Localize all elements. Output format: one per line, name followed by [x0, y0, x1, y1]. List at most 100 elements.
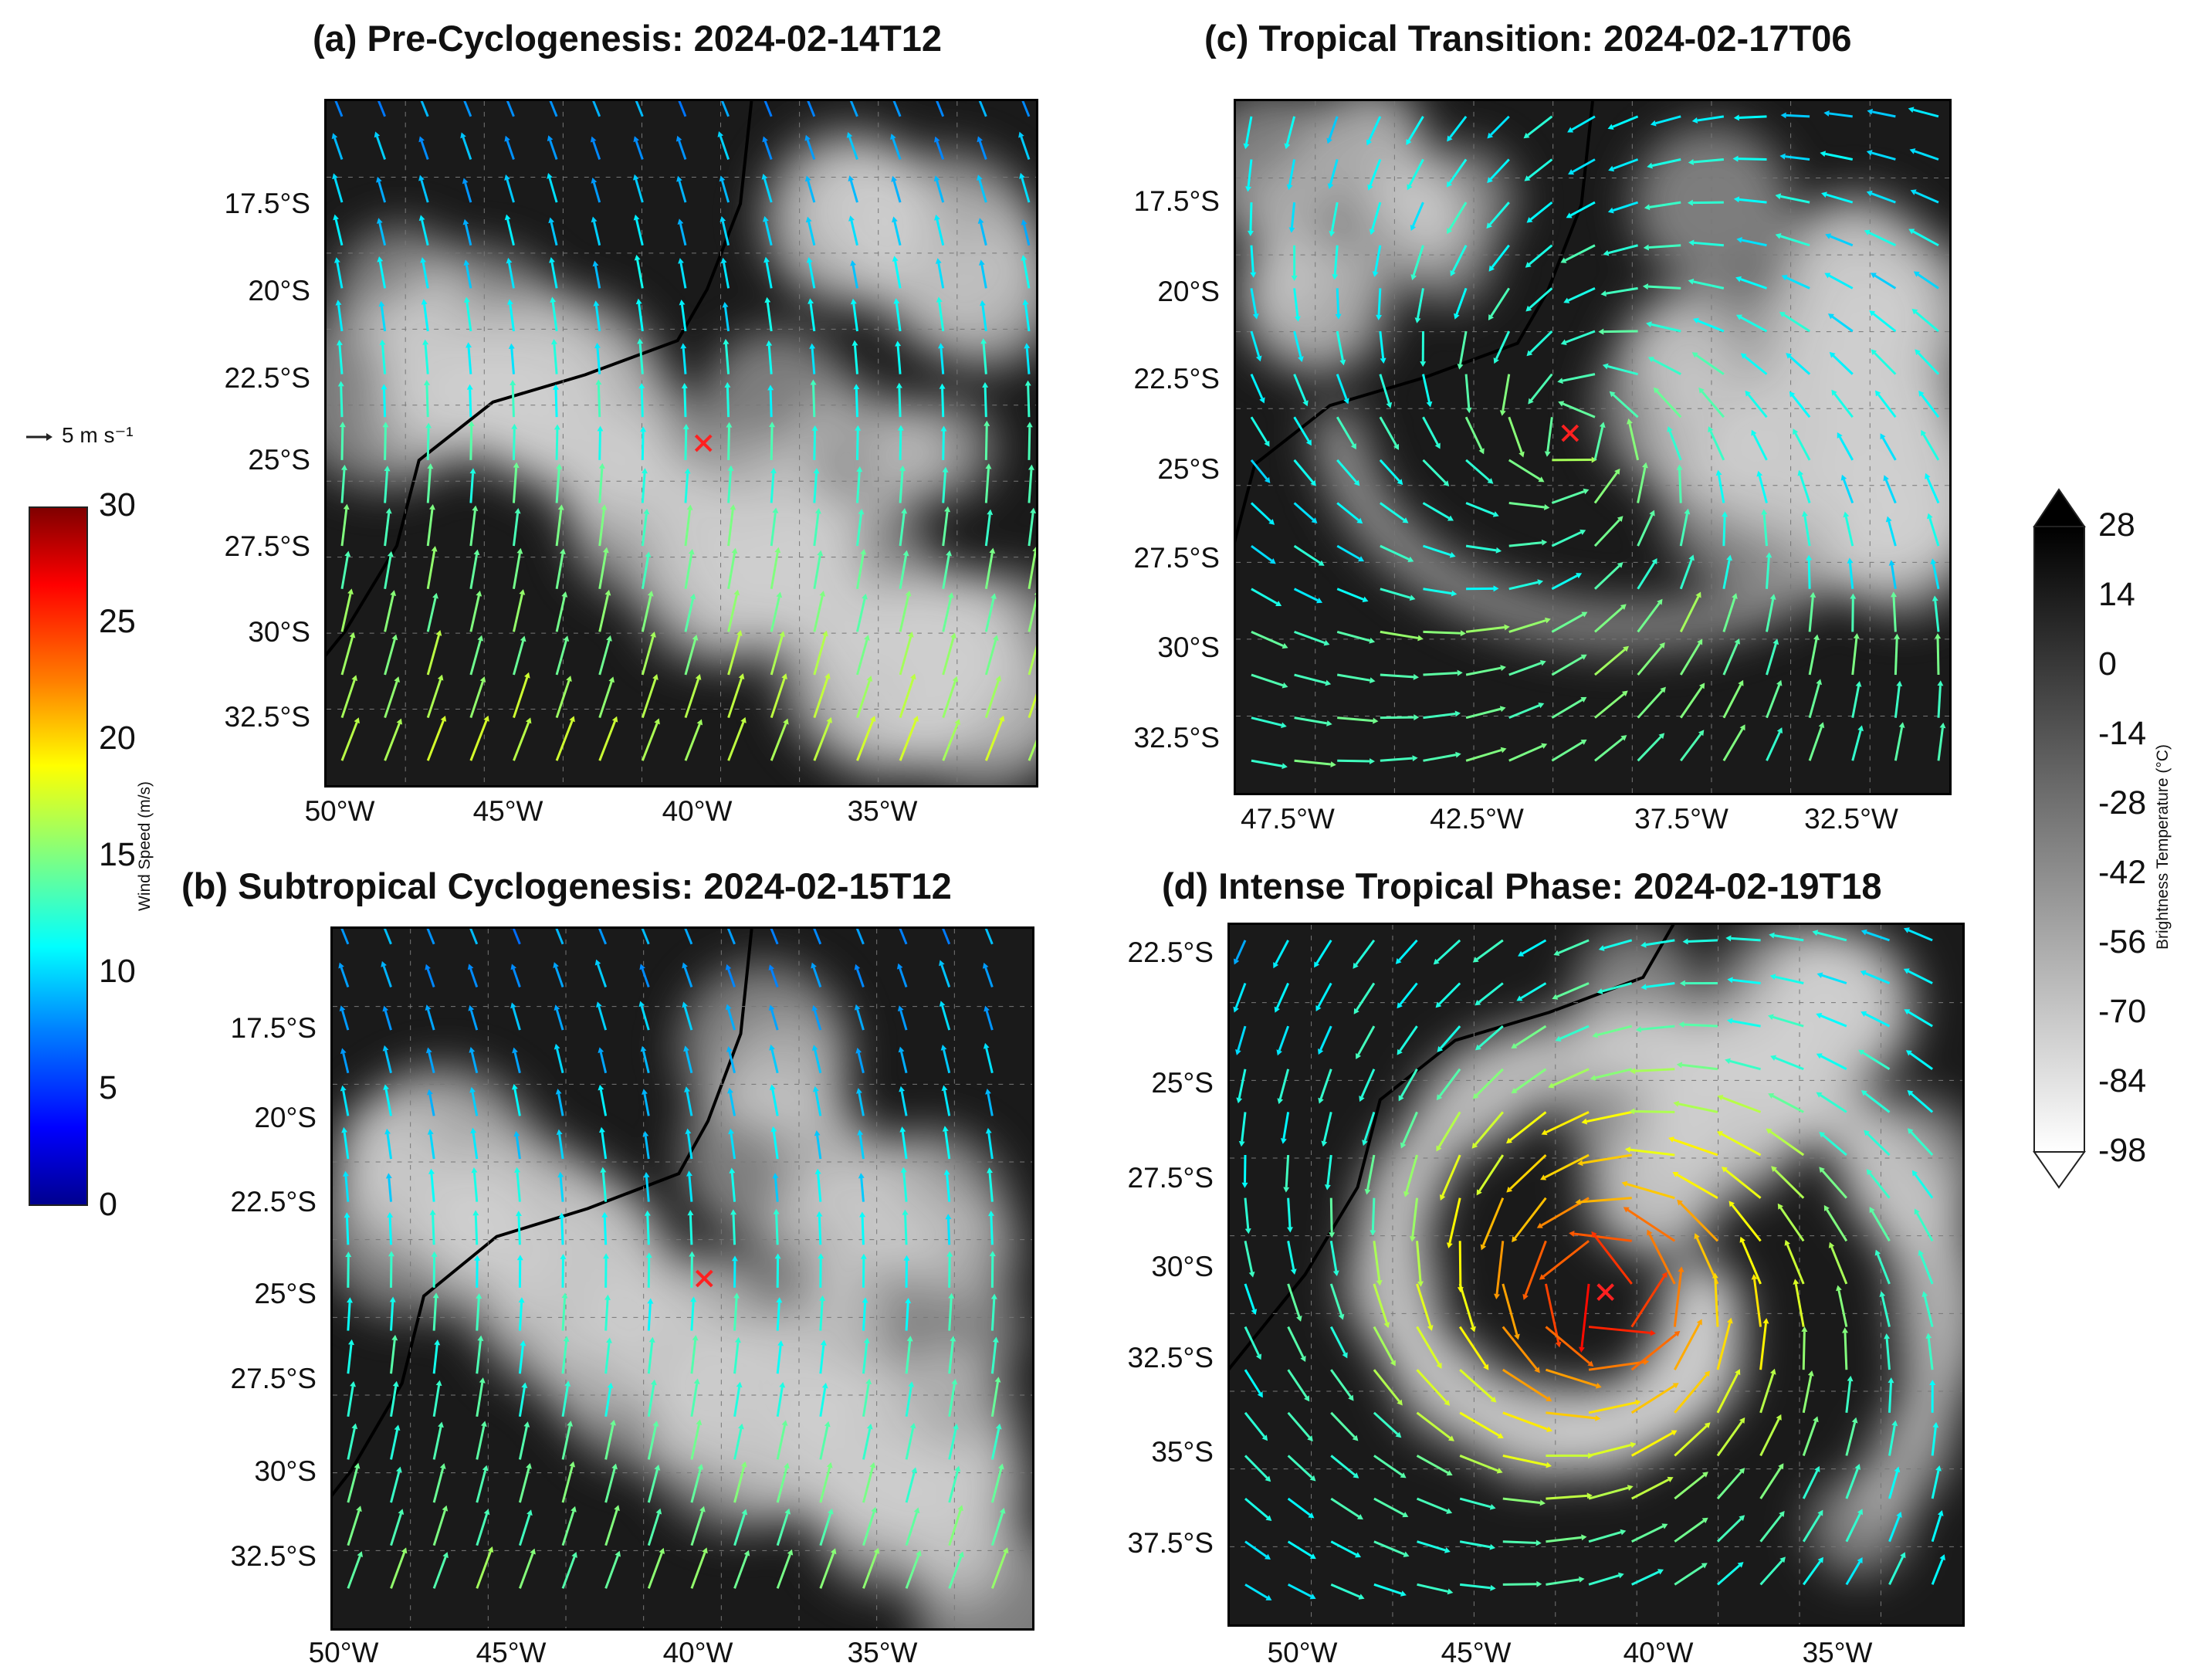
longitude-tick-label: 45°W [1441, 1637, 1512, 1668]
wind-vector [1556, 982, 1590, 998]
wind-vector [1731, 1204, 1762, 1242]
wind-vector-head [1687, 199, 1693, 206]
wind-vector-head [1870, 273, 1877, 279]
wind-vector-head [1236, 1097, 1243, 1104]
wind-vector-head [1282, 763, 1288, 770]
wind-vector-head [1864, 229, 1871, 235]
wind-vector [1551, 490, 1585, 504]
wind-vector [1674, 1323, 1701, 1370]
wind-vector [426, 468, 432, 503]
wind-vector-head [1245, 186, 1252, 192]
wind-vector-head [1770, 1055, 1777, 1061]
wind-vector [1336, 416, 1355, 445]
wind-vector [905, 1512, 918, 1546]
wind-vector [1546, 1111, 1590, 1133]
wind-vector-head [805, 216, 812, 223]
wind-vector-head [1740, 353, 1747, 359]
wind-vector [770, 552, 779, 589]
wind-vector [1785, 155, 1810, 161]
wind-vector [1759, 1514, 1783, 1543]
wind-vector [1247, 159, 1253, 187]
wind-vector-head [692, 634, 699, 641]
wind-vector-head [521, 1382, 528, 1388]
wind-vector [426, 509, 434, 547]
wind-vector [1244, 1326, 1260, 1356]
wind-vector [476, 1425, 486, 1460]
wind-vector-head [905, 590, 912, 597]
wind-vector-head [1739, 1468, 1745, 1474]
wind-vector [1528, 158, 1553, 179]
wind-vector [384, 513, 391, 547]
wind-vector-head [957, 1505, 963, 1512]
wind-vector [1808, 597, 1814, 632]
wind-vector [641, 723, 659, 761]
wind-vector [1337, 716, 1373, 723]
wind-vector [1423, 588, 1452, 595]
wind-vector-head [390, 590, 397, 596]
wind-vector-head [1624, 1147, 1631, 1153]
wind-vector [344, 1176, 350, 1202]
wind-vector-head [1903, 968, 1910, 974]
wind-vector-head [731, 547, 738, 554]
wind-vector [1546, 1578, 1579, 1586]
wind-vector [1868, 1172, 1891, 1199]
wind-vector [554, 967, 564, 987]
wind-vector [1888, 1516, 1901, 1543]
wind-vector-head [1032, 547, 1036, 552]
wind-vector [862, 1428, 872, 1460]
wind-vector [1580, 1197, 1632, 1204]
wind-vector-head [350, 1380, 357, 1387]
wind-vector [1495, 1241, 1505, 1295]
wind-vector [1380, 673, 1414, 679]
wind-vector-head [553, 384, 559, 390]
wind-vector [1293, 416, 1310, 442]
wind-vector-head [1603, 249, 1610, 256]
wind-vector [1803, 1560, 1822, 1586]
wind-vector [1820, 1094, 1847, 1113]
wind-vector-head [1874, 390, 1881, 397]
wind-vector-head [1580, 696, 1587, 703]
wind-vector-head [1465, 407, 1472, 414]
wind-vector-head [331, 133, 338, 140]
wind-vector-head [659, 1547, 665, 1554]
wind-vector [1631, 1570, 1660, 1586]
wind-vector-head [1911, 1170, 1918, 1177]
wind-vector-head [1691, 352, 1698, 358]
wind-vector [1285, 1154, 1290, 1187]
wind-vector-head [1238, 1140, 1245, 1147]
wind-vector-head [470, 1127, 477, 1134]
wind-vector [1833, 393, 1854, 418]
wind-vector-head [686, 1170, 692, 1177]
wind-vector-head [1914, 1208, 1920, 1215]
wind-vector [1330, 1455, 1356, 1476]
wind-vector-head [811, 425, 818, 431]
wind-vector [472, 1172, 479, 1202]
wind-vector [852, 303, 858, 332]
bt-colorbar-tick: 14 [2098, 576, 2135, 613]
wind-vector-head [898, 1046, 905, 1053]
wind-vector [1651, 323, 1681, 333]
wind-vector [1529, 330, 1553, 354]
wind-vector [1647, 285, 1681, 290]
wind-vector-head [1857, 1509, 1864, 1516]
wind-vector-head [850, 298, 857, 305]
wind-vector [1476, 939, 1504, 960]
wind-vector-head [632, 174, 639, 181]
wind-vector [347, 1302, 351, 1331]
wind-vector [892, 181, 902, 203]
wind-vector-head [1842, 1327, 1848, 1333]
wind-vector-head [1294, 316, 1301, 322]
wind-vector-head [333, 214, 339, 221]
wind-vector [388, 1178, 392, 1202]
wind-vector [769, 390, 773, 418]
wind-vector [1524, 1240, 1547, 1296]
wind-vector-head [1499, 410, 1506, 416]
wind-vector [1722, 1096, 1762, 1113]
wind-vector [1422, 374, 1431, 403]
wind-vector [776, 1387, 784, 1418]
wind-vector [1830, 1246, 1848, 1285]
wind-vector [1729, 1059, 1761, 1071]
wind-vector [1894, 727, 1904, 761]
wind-vector [1315, 940, 1332, 964]
wind-vector [1759, 1467, 1782, 1499]
